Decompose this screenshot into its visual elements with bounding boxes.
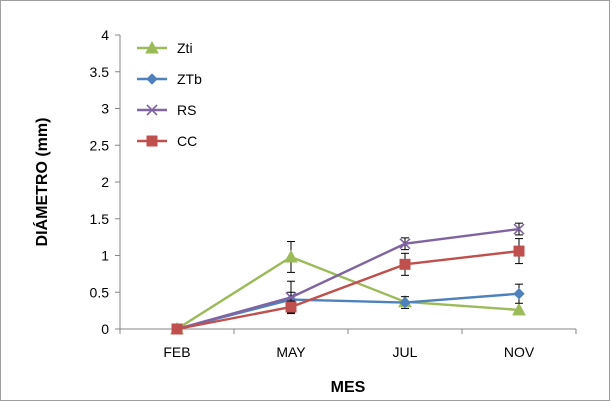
legend-label-rs: RS (177, 102, 196, 118)
data-point-rs-stroke (513, 223, 525, 235)
data-point-zti (512, 302, 526, 316)
data-point-rs (513, 223, 525, 235)
series (170, 222, 526, 335)
y-tick-label: 2.5 (90, 137, 110, 153)
x-tick-label: JUL (393, 344, 418, 360)
data-point-rs-stroke (399, 238, 411, 250)
legend-label-zti: Zti (177, 40, 193, 56)
legend-item-cc: CC (137, 133, 197, 149)
y-tick-label: 4 (101, 27, 109, 43)
y-tick-label: 1 (101, 248, 109, 264)
y-tick-label: 1.5 (90, 211, 110, 227)
y-tick-label: 0.5 (90, 284, 110, 300)
x-tick-label: FEB (163, 344, 190, 360)
legend-label-ztb: ZTb (177, 71, 202, 87)
y-tick-label: 3.5 (90, 64, 110, 80)
legend: Zti ZTb RS CC (137, 40, 202, 149)
series-line-zti (176, 255, 520, 331)
data-point-ztb (513, 288, 525, 300)
x-axis-title: MES (331, 379, 366, 396)
data-point-ztb (399, 296, 411, 309)
legend-marker-zti (145, 40, 159, 54)
data-point-zti (284, 249, 298, 263)
legend-item-zti: Zti (137, 40, 193, 56)
legend-marker-rs (146, 104, 158, 116)
legend-marker-cc (146, 135, 158, 147)
legend-item-ztb: ZTb (137, 71, 202, 87)
data-point-rs (399, 238, 411, 250)
y-axis-title: DIÁMETRO (mm) (32, 118, 51, 247)
legend-label-cc: CC (177, 133, 197, 149)
x-tick-label: MAY (276, 344, 306, 360)
legend-item-rs: RS (137, 102, 196, 118)
ticks: 0 0.5 1 1.5 2 2.5 3 3.5 4 FEB MAY JUL NOV (90, 27, 577, 360)
x-tick-label: NOV (504, 344, 535, 360)
data-point-cc (513, 245, 525, 257)
legend-marker-rs-stroke (146, 104, 158, 116)
data-point-cc (285, 301, 297, 313)
y-tick-label: 2 (101, 174, 109, 190)
series-line-rs (176, 227, 520, 331)
y-tick-label: 0 (101, 321, 109, 337)
legend-marker-ztb (146, 73, 158, 85)
data-point-cc (171, 323, 183, 335)
series-line-cc (176, 249, 520, 331)
series-cc (171, 238, 525, 335)
y-tick-label: 3 (101, 101, 109, 117)
data-point-cc (399, 258, 411, 270)
